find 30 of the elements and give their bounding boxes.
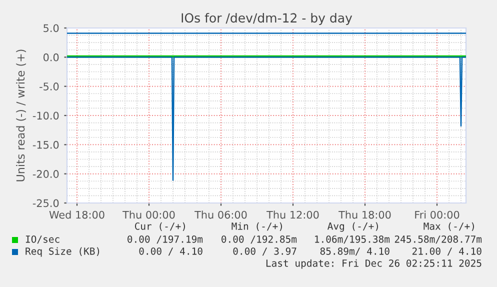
y-tick-label: -25.0: [32, 199, 59, 208]
text: Max (-/+): [424, 222, 474, 231]
text: 85.89m/ 4.10: [320, 247, 390, 256]
x-tick-label: Wed 18:00: [49, 210, 104, 219]
y-axis-title: Units read (-) / write (+): [16, 50, 26, 182]
y-tick-label: -5.0: [40, 82, 59, 90]
text: 21.00 / 4.10: [412, 247, 482, 256]
text: 0.00 / 3.97: [233, 247, 296, 256]
y-tick-label: 0.0: [43, 53, 59, 62]
y-tick-label: -20.0: [32, 170, 59, 178]
text: 0.00 / 4.10: [139, 247, 202, 256]
x-tick-label: Thu 18:00: [338, 210, 391, 219]
text: 1.06m/195.38m: [315, 235, 390, 244]
x-tick-label: Thu 12:00: [266, 210, 319, 219]
text: 245.58m/208.77m: [394, 235, 482, 244]
text: 0.00 /192.85m: [222, 235, 297, 244]
text: Cur (-/+): [134, 222, 185, 231]
text: Min (-/+): [232, 222, 282, 231]
y-tick-label: -15.0: [32, 140, 59, 149]
y-tick-label: -10.0: [32, 112, 59, 120]
x-tick-label: Thu 06:00: [194, 210, 247, 219]
text: 0.00 /197.19m: [128, 235, 203, 244]
chart-title: IOs for /dev/dm-12 - by day: [182, 12, 352, 26]
x-tick-label: Fri 00:00: [415, 210, 460, 219]
x-tick-label: Thu 00:00: [122, 210, 175, 219]
legend-label: Req Size (KB): [26, 247, 100, 257]
text: Avg (-/+): [328, 222, 378, 232]
y-tick-label: 5.0: [44, 24, 59, 32]
legend-label: IO/sec: [26, 235, 60, 244]
text: Last update: Fri Dec 26 02:25:11 2025: [266, 259, 482, 269]
